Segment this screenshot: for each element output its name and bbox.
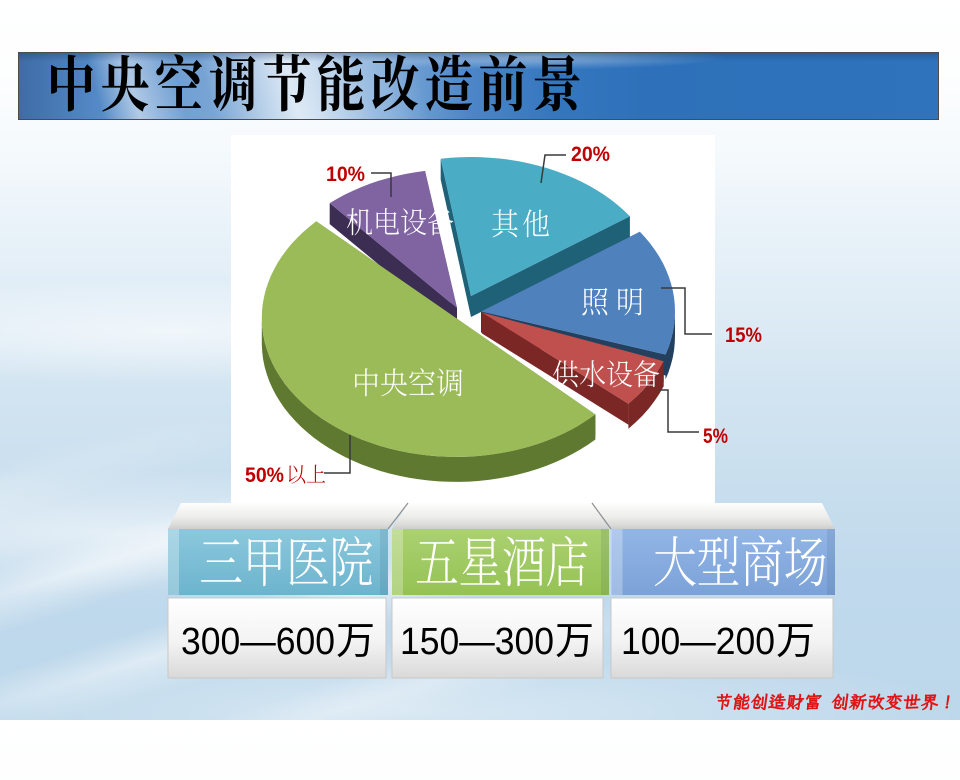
svg-text:5%: 5% xyxy=(703,425,728,448)
svg-text:300—600: 300—600 xyxy=(181,621,335,663)
svg-text:150—300: 150—300 xyxy=(400,621,554,663)
svg-text:20%: 20% xyxy=(571,143,610,166)
svg-text:10%: 10% xyxy=(326,163,365,186)
svg-text:50%: 50% xyxy=(245,464,284,487)
svg-text:15%: 15% xyxy=(725,324,762,347)
svg-text:100—200: 100—200 xyxy=(621,621,775,663)
